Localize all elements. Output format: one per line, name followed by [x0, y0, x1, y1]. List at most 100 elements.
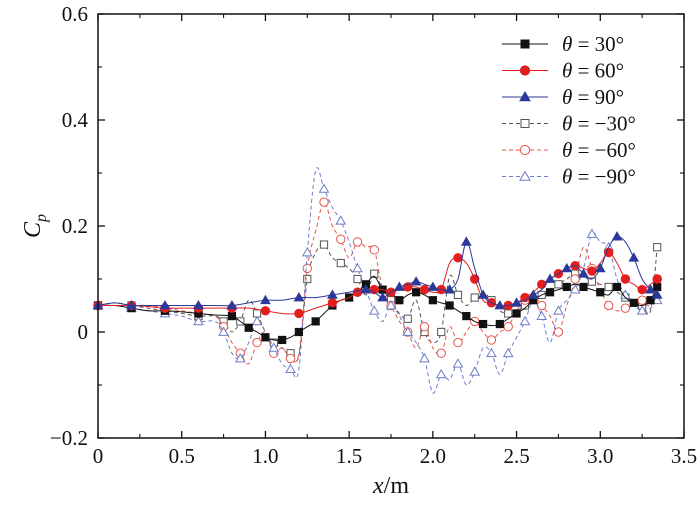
- circle-marker: [294, 308, 304, 319]
- square-marker: [453, 290, 463, 299]
- triangle-marker: [193, 299, 204, 310]
- y-tick-label: 0.4: [62, 108, 89, 132]
- triangle-marker: [410, 276, 422, 286]
- triangle-marker: [527, 289, 539, 299]
- x-tick-label: 1.5: [336, 444, 362, 468]
- legend: θ = 30° θ = 60°θ = 90° θ = −30°θ = −60° θ =…: [502, 32, 636, 189]
- square-marker: [244, 323, 253, 332]
- circle-marker: [536, 300, 547, 311]
- circle-marker: [252, 337, 262, 348]
- square-marker: [478, 319, 488, 329]
- square-marker: [437, 327, 446, 337]
- square-marker: [311, 317, 320, 326]
- triangle-marker: [594, 262, 606, 273]
- triangle-marker: [544, 273, 556, 283]
- square-marker: [336, 259, 345, 268]
- triangle-marker: [628, 252, 640, 262]
- square-marker: [370, 269, 379, 278]
- triangle-marker: [352, 262, 363, 273]
- y-axis-title: Cp: [20, 214, 50, 238]
- circle-marker: [652, 274, 662, 284]
- y-tick-label: 0: [78, 320, 89, 344]
- triangle-marker: [126, 299, 137, 310]
- x-tick-label: 2.0: [420, 444, 446, 468]
- circle-marker: [285, 353, 296, 364]
- square-marker: [403, 314, 412, 323]
- triangle-marker: [394, 281, 405, 291]
- square-marker: [545, 288, 555, 297]
- circle-marker: [486, 335, 497, 345]
- square-marker: [470, 293, 479, 302]
- square-marker: [653, 243, 662, 252]
- circle-marker: [352, 287, 363, 297]
- triangle-marker: [268, 342, 280, 352]
- square-marker: [395, 296, 404, 305]
- triangle-marker: [561, 262, 573, 273]
- triangle-marker: [368, 305, 380, 315]
- circle-marker: [587, 266, 597, 276]
- circle-marker: [503, 322, 513, 332]
- x-axis-title: x/m: [372, 473, 409, 499]
- legend-label: θ = −60°: [562, 138, 636, 162]
- circle-marker: [453, 337, 463, 348]
- square-marker: [512, 309, 521, 318]
- triangle-marker: [226, 299, 238, 310]
- triangle-marker: [260, 294, 271, 305]
- y-tick-label: 0.6: [62, 2, 88, 26]
- x-tick-label: 0.5: [169, 444, 195, 468]
- triangle-marker: [578, 268, 589, 278]
- triangle-marker: [569, 284, 581, 294]
- triangle-marker: [419, 352, 430, 363]
- x-tick-label: 0: [93, 444, 104, 468]
- square-marker: [445, 301, 454, 310]
- triangle-marker: [385, 299, 397, 310]
- circle-marker: [519, 65, 531, 76]
- circle-marker: [327, 298, 338, 308]
- square-marker: [579, 282, 588, 292]
- circle-marker: [620, 274, 631, 284]
- circle-marker: [336, 234, 346, 244]
- triangle-marker: [452, 358, 464, 368]
- circle-marker: [419, 284, 430, 295]
- triangle-marker: [502, 347, 514, 358]
- x-tick-label: 1.0: [252, 444, 278, 468]
- triangle-marker: [611, 231, 623, 241]
- legend-item: θ = 30°: [502, 32, 624, 56]
- square-marker: [504, 309, 513, 318]
- circle-marker: [637, 295, 647, 305]
- circle-marker: [536, 279, 547, 289]
- triangle-marker: [435, 368, 447, 379]
- square-marker: [587, 277, 597, 286]
- legend-item: θ = 60°: [502, 59, 624, 83]
- triangle-marker: [636, 305, 648, 315]
- square-marker: [612, 282, 622, 292]
- triangle-marker: [651, 289, 663, 299]
- square-marker: [520, 119, 530, 128]
- series-1: [93, 247, 662, 319]
- triangle-marker: [511, 297, 522, 307]
- legend-item: θ = −30°: [502, 112, 636, 136]
- circle-marker: [369, 245, 379, 255]
- triangle-marker: [651, 294, 663, 305]
- circle-marker: [553, 327, 564, 337]
- square-marker: [554, 280, 563, 289]
- triangle-marker: [519, 170, 531, 181]
- triangle-marker: [519, 315, 531, 326]
- series-2: [92, 231, 663, 310]
- legend-label: θ = −30°: [562, 112, 636, 136]
- triangle-marker: [218, 326, 229, 336]
- square-marker: [604, 282, 613, 292]
- triangle-marker: [586, 228, 598, 238]
- square-marker: [520, 39, 530, 49]
- triangle-marker: [234, 352, 246, 363]
- legend-label: θ = −90°: [562, 165, 636, 189]
- square-marker: [462, 312, 471, 321]
- triangle-marker: [519, 90, 531, 102]
- circle-marker: [319, 197, 329, 207]
- triangle-marker: [469, 366, 481, 376]
- legend-label: θ = 90°: [562, 85, 624, 109]
- legend-item: θ = −60°: [502, 138, 636, 162]
- x-tick-label: 3.0: [587, 444, 613, 468]
- triangle-marker: [402, 326, 414, 336]
- square-marker: [278, 335, 287, 345]
